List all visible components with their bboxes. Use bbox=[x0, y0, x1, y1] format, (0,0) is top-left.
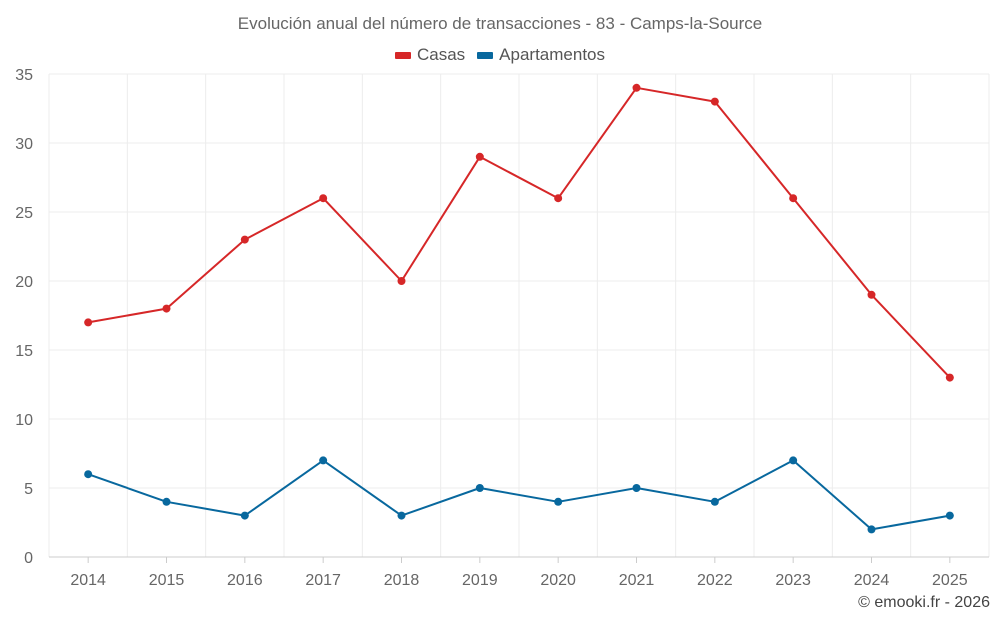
data-point-casas-2014 bbox=[84, 318, 93, 327]
y-tick-label-0: 0 bbox=[24, 550, 33, 567]
data-point-apartamentos-2015 bbox=[162, 497, 171, 506]
data-point-casas-2024 bbox=[867, 290, 876, 299]
data-point-casas-2016 bbox=[240, 235, 249, 244]
legend-label-apartamentos: Apartamentos bbox=[499, 45, 606, 64]
data-point-casas-2025 bbox=[945, 373, 954, 382]
data-point-apartamentos-2025 bbox=[945, 511, 954, 520]
y-tick-label-25: 25 bbox=[15, 205, 33, 222]
series-line-casas bbox=[87, 86, 951, 379]
legend-item-apartamentos[interactable]: Apartamentos bbox=[477, 45, 605, 65]
data-point-apartamentos-2020 bbox=[554, 497, 563, 506]
legend: Casas Apartamentos bbox=[0, 45, 1000, 65]
series-layer bbox=[84, 83, 954, 534]
legend-label-casas: Casas bbox=[416, 45, 466, 64]
x-tick-label-2017: 2017 bbox=[305, 572, 341, 589]
data-point-casas-2017 bbox=[319, 194, 328, 203]
x-tick-label-2022: 2022 bbox=[697, 572, 733, 589]
x-tick-label-2024: 2024 bbox=[854, 572, 890, 589]
data-point-casas-2023 bbox=[789, 194, 798, 203]
chart-title: Evolución anual del número de transaccio… bbox=[237, 14, 763, 33]
y-tick-label-30: 30 bbox=[15, 136, 33, 153]
data-point-casas-2019 bbox=[475, 152, 484, 161]
data-point-apartamentos-2017 bbox=[319, 456, 328, 465]
legend-swatch-casas bbox=[394, 51, 411, 59]
x-tick-label-2025: 2025 bbox=[932, 572, 968, 589]
grid bbox=[48, 73, 990, 557]
data-point-apartamentos-2016 bbox=[240, 511, 249, 520]
x-tick-label-2021: 2021 bbox=[619, 572, 655, 589]
data-point-casas-2021 bbox=[632, 83, 641, 92]
data-point-apartamentos-2024 bbox=[867, 525, 876, 534]
y-tick-label-5: 5 bbox=[24, 481, 33, 498]
x-tick-label-2015: 2015 bbox=[149, 572, 185, 589]
y-tick-label-15: 15 bbox=[15, 343, 33, 360]
data-point-casas-2022 bbox=[710, 97, 719, 106]
x-tick-label-2023: 2023 bbox=[775, 572, 811, 589]
data-point-casas-2020 bbox=[554, 194, 563, 203]
series-line-apartamentos bbox=[87, 459, 951, 531]
data-point-casas-2018 bbox=[397, 277, 406, 285]
y-tick-label-35: 35 bbox=[15, 67, 33, 84]
legend-item-casas[interactable]: Casas bbox=[394, 45, 466, 65]
data-point-apartamentos-2019 bbox=[475, 484, 484, 492]
data-point-apartamentos-2014 bbox=[84, 470, 93, 479]
data-point-apartamentos-2021 bbox=[632, 484, 641, 492]
data-point-apartamentos-2018 bbox=[397, 511, 406, 520]
y-tick-label-20: 20 bbox=[15, 274, 33, 291]
x-tick-label-2018: 2018 bbox=[384, 572, 420, 589]
data-point-casas-2015 bbox=[162, 304, 171, 313]
x-tick-label-2014: 2014 bbox=[70, 572, 106, 589]
x-tick-label-2016: 2016 bbox=[227, 572, 263, 589]
data-point-apartamentos-2023 bbox=[789, 456, 798, 465]
x-tick-label-2020: 2020 bbox=[540, 572, 576, 589]
legend-swatch-apartamentos bbox=[477, 51, 494, 59]
credit-text: © emooki.fr - 2026 bbox=[858, 594, 990, 611]
data-point-apartamentos-2022 bbox=[710, 497, 719, 506]
y-tick-label-10: 10 bbox=[15, 412, 33, 429]
x-tick-label-2019: 2019 bbox=[462, 572, 498, 589]
